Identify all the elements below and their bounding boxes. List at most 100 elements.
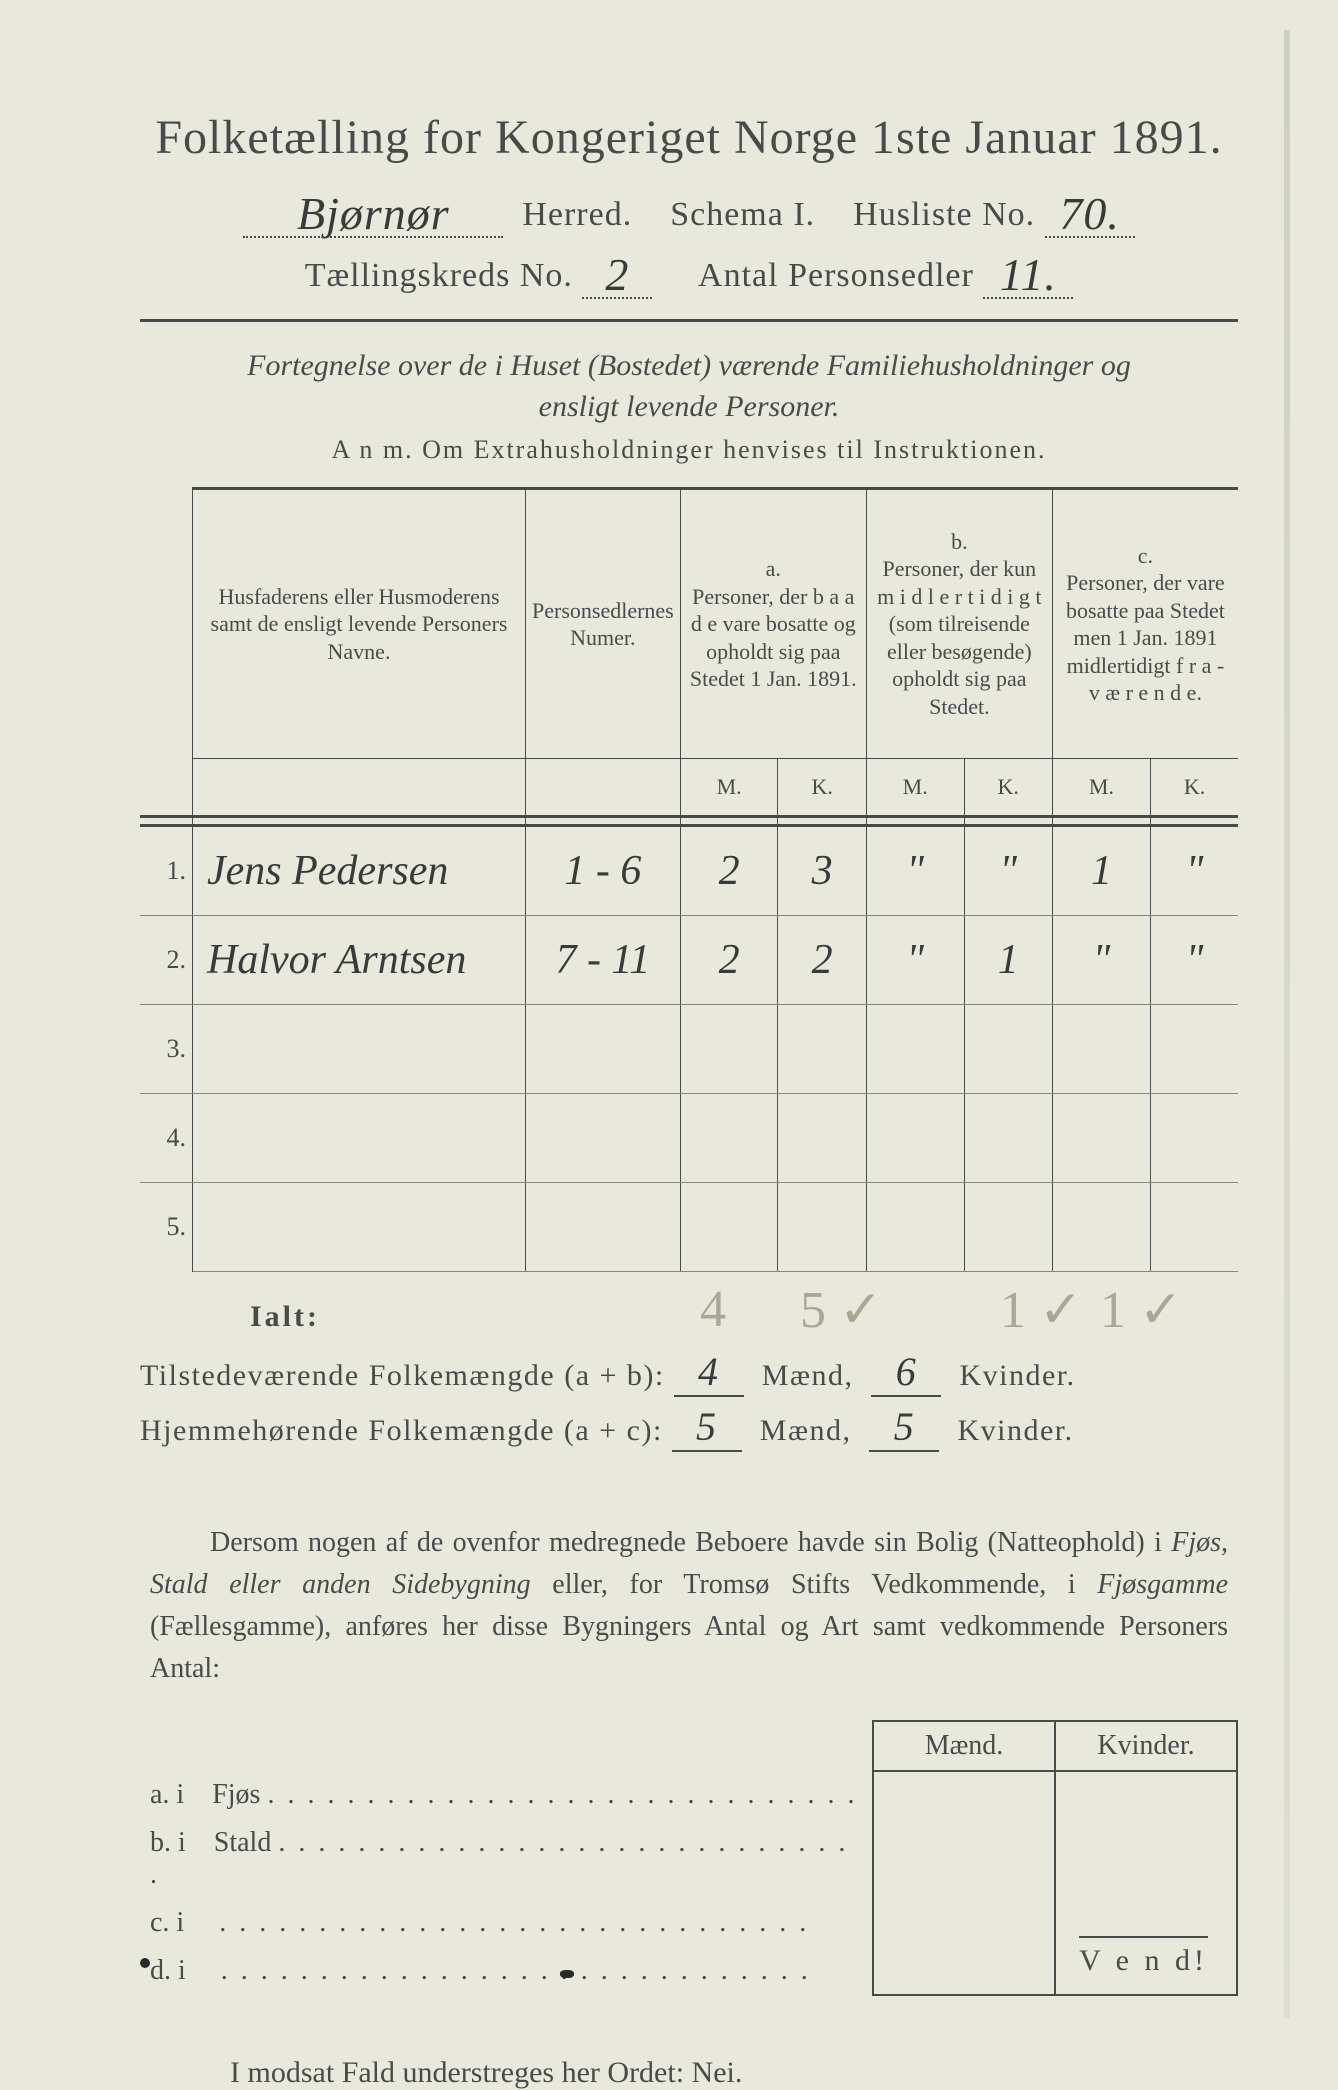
pencil-1: 4 (700, 1280, 726, 1339)
col-c-top: c. (1059, 542, 1232, 570)
col-rownum-head (140, 489, 193, 759)
header-line-2: Tællingskreds No. 2 Antal Personsedler 1… (140, 244, 1238, 299)
pencil-3: 1 ✓ (1000, 1280, 1083, 1340)
col-c-text: Personer, der vare bosatte paa Stedet me… (1059, 569, 1232, 707)
row-a-k (778, 1183, 866, 1272)
row-b-k: 1 (964, 916, 1052, 1005)
row-c-m: " (1052, 916, 1150, 1005)
row-a-k: 3 (778, 826, 866, 916)
table-row: 5. (140, 1183, 1238, 1272)
ink-smudge (140, 1958, 150, 1968)
modsat-line: I modsat Fald understreges her Ordet: Ne… (230, 2056, 1238, 2090)
row-name (193, 1005, 526, 1094)
row-b-m (866, 1005, 964, 1094)
row-b-m: " (866, 916, 964, 1005)
totals-2-m-slot: 5 (672, 1403, 742, 1452)
side-h2: Kvinder. (1055, 1721, 1237, 1771)
sep (1052, 817, 1150, 826)
totals-1-k-slot: 6 (871, 1348, 941, 1397)
totals-line-1: Tilstedeværende Folkemængde (a + b): 4 M… (140, 1348, 1238, 1397)
row-b-k (964, 1183, 1052, 1272)
sep (526, 817, 681, 826)
col-name-head: Husfaderens eller Husmoderens samt de en… (193, 489, 526, 759)
row-b-m (866, 1094, 964, 1183)
col-b-text: Personer, der kun m i d l e r t i d i g … (873, 555, 1046, 720)
col-a-k: K. (778, 759, 866, 817)
page-title: Folketælling for Kongeriget Norge 1ste J… (140, 110, 1238, 165)
totals-1-k: 6 (896, 1349, 918, 1394)
side-row: d. i . . . . . . . . . . . . . . . . . .… (140, 1947, 1237, 1995)
pencil-4: 1 ✓ (1100, 1280, 1183, 1340)
row-a-m: 2 (680, 916, 778, 1005)
row-b-k: " (964, 826, 1052, 916)
side-row-label: a. i Fjøs . . . . . . . . . . . . . . . … (140, 1771, 873, 1819)
row-b-m (866, 1183, 964, 1272)
herred-value: Bjørnør (297, 188, 450, 239)
side-building-table: Mænd. Kvinder. a. i Fjøs . . . . . . . .… (140, 1720, 1238, 1996)
row-num (526, 1094, 681, 1183)
row-b-k (964, 1094, 1052, 1183)
side-row: a. i Fjøs . . . . . . . . . . . . . . . … (140, 1771, 1237, 1819)
col-b-top: b. (873, 528, 1046, 556)
ialt-label: Ialt: (250, 1300, 1238, 1334)
kreds-slot: 2 (582, 244, 652, 299)
subtitle-text: Fortegnelse over de i Huset (Bostedet) v… (220, 346, 1158, 427)
totals-line-2: Hjemmehørende Folkemængde (a + c): 5 Mæn… (140, 1403, 1238, 1452)
annotation-text: A n m. Om Extrahusholdninger henvises ti… (140, 435, 1238, 465)
row-num (526, 1005, 681, 1094)
row-number: 5. (140, 1183, 193, 1272)
row-number: 3. (140, 1005, 193, 1094)
row-b-m: " (866, 826, 964, 916)
totals-2-k: 5 (894, 1404, 916, 1449)
header-line-1: Bjørnør Herred. Schema I. Husliste No. 7… (140, 183, 1238, 238)
row-c-k: " (1151, 916, 1238, 1005)
row-num (526, 1183, 681, 1272)
col-c-head: c. Personer, der vare bosatte paa Stedet… (1052, 489, 1238, 759)
row-number: 2. (140, 916, 193, 1005)
kreds-value: 2 (605, 249, 629, 300)
row-c-k (1151, 1183, 1238, 1272)
row-c-k (1151, 1094, 1238, 1183)
sep (1151, 817, 1238, 826)
row-a-m (680, 1094, 778, 1183)
mk-blank-1 (140, 759, 193, 817)
side-building-para: Dersom nogen af de ovenfor medregnede Be… (150, 1522, 1228, 1690)
row-c-k: " (1151, 826, 1238, 916)
col-a-text: Personer, der b a a d e vare bosatte og … (687, 583, 860, 693)
row-a-m (680, 1005, 778, 1094)
totals-1-m-slot: 4 (674, 1348, 744, 1397)
side-row-label: c. i . . . . . . . . . . . . . . . . . .… (140, 1899, 873, 1947)
totals-2-klabel: Kvinder. (957, 1414, 1073, 1447)
row-number: 1. (140, 826, 193, 916)
row-name: Halvor Arntsen (193, 916, 526, 1005)
husliste-label: Husliste No. (853, 196, 1035, 233)
row-c-m (1052, 1005, 1150, 1094)
personsedler-slot: 11. (983, 244, 1073, 299)
col-b-m: M. (866, 759, 964, 817)
row-a-m: 2 (680, 826, 778, 916)
col-b-k: K. (964, 759, 1052, 817)
personsedler-value: 11. (1000, 249, 1057, 300)
table-row: 3. (140, 1005, 1238, 1094)
side-row-m (873, 1771, 1055, 1819)
side-row-k (1055, 1771, 1237, 1819)
row-number: 4. (140, 1094, 193, 1183)
sep (778, 817, 866, 826)
herred-label: Herred. (522, 196, 632, 233)
row-c-m: 1 (1052, 826, 1150, 916)
row-a-k: 2 (778, 916, 866, 1005)
row-num: 1 - 6 (526, 826, 681, 916)
sep (193, 817, 526, 826)
row-c-m (1052, 1183, 1150, 1272)
row-b-k (964, 1005, 1052, 1094)
side-h1: Mænd. (873, 1721, 1055, 1771)
row-name: Jens Pedersen (193, 826, 526, 916)
row-c-k (1151, 1005, 1238, 1094)
mk-blank-2 (193, 759, 526, 817)
pencil-2: 5 ✓ (800, 1280, 883, 1340)
sep (964, 817, 1052, 826)
row-name (193, 1094, 526, 1183)
personsedler-label: Antal Personsedler (698, 257, 974, 294)
side-row-label: d. i . . . . . . . . . . . . . . . . . .… (140, 1947, 873, 1995)
schema-label: Schema I. (670, 196, 815, 233)
